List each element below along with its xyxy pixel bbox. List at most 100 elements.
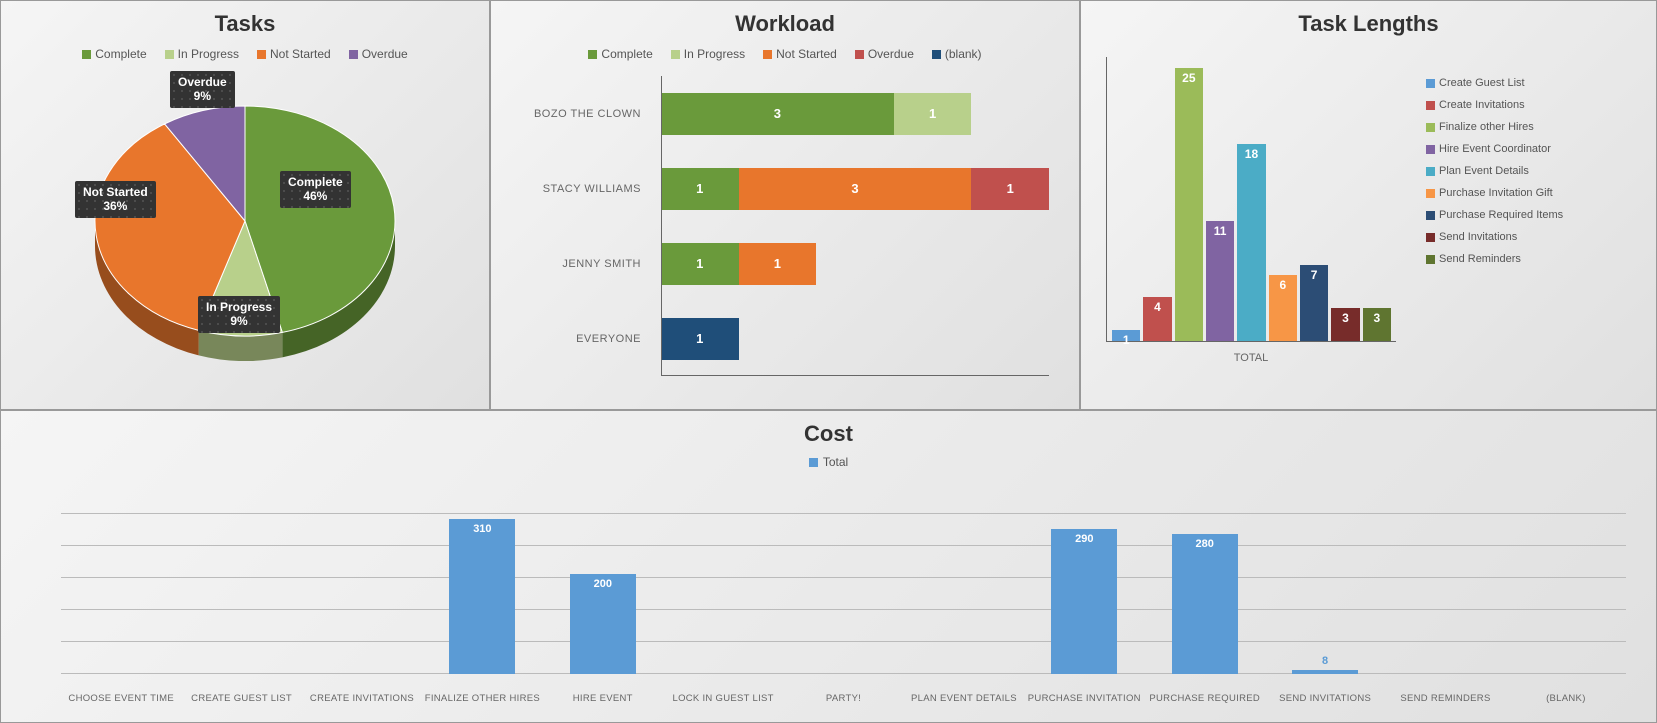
legend-label: Create Invitations <box>1439 99 1525 111</box>
legend-label: Complete <box>95 47 146 61</box>
legend-swatch <box>82 50 91 59</box>
cost-column <box>61 514 181 674</box>
cost-bar: 310 <box>449 519 515 674</box>
legend-label: Complete <box>601 47 652 61</box>
task-length-bar: 3 <box>1363 308 1391 341</box>
cost-value: 290 <box>1051 533 1117 545</box>
legend-item: Overdue <box>855 47 914 61</box>
cost-legend: Total <box>1 455 1656 469</box>
task-length-value: 1 <box>1112 333 1140 347</box>
task-length-bar: 7 <box>1300 265 1328 341</box>
panel-cost: Cost Total 310 200 290 280 8 CHOOSE EVENT TI… <box>0 410 1657 723</box>
legend-item: Overdue <box>349 47 408 61</box>
legend-item: Not Started <box>763 47 837 61</box>
workload-segment: 1 <box>661 168 739 210</box>
legend-label: Purchase Required Items <box>1439 209 1563 221</box>
pie-slice-label: In Progress9% <box>198 296 280 333</box>
legend-label: Overdue <box>868 47 914 61</box>
cost-bar: 280 <box>1172 534 1238 674</box>
task-length-value: 6 <box>1269 278 1297 292</box>
cost-xlabel: FINALIZE OTHER HIRES <box>422 693 542 704</box>
cost-xlabel: SEND INVITATIONS <box>1265 693 1385 704</box>
cost-body: 310 200 290 280 8 CHOOSE EVENT TIMECREATE GU… <box>61 474 1626 704</box>
task-length-bar: 11 <box>1206 221 1234 341</box>
cost-bar: 200 <box>570 574 636 674</box>
task-length-bar: 18 <box>1237 144 1265 341</box>
legend-label: Hire Event Coordinator <box>1439 143 1551 155</box>
tasks-pie: Complete46%In Progress9%Not Started36%Ov… <box>80 71 410 371</box>
cost-title: Cost <box>1 411 1656 447</box>
workload-row-label: JENNY SMITH <box>521 258 651 270</box>
task-lengths-xlabel: TOTAL <box>1096 352 1406 364</box>
legend-item: Send Invitations <box>1426 231 1641 243</box>
cost-xlabel: PURCHASE INVITATION <box>1024 693 1144 704</box>
cost-bar: 290 <box>1051 529 1117 674</box>
cost-xlabel: SEND REMINDERS <box>1385 693 1505 704</box>
task-length-value: 11 <box>1206 224 1234 238</box>
legend-swatch <box>165 50 174 59</box>
task-length-value: 3 <box>1331 311 1359 325</box>
cost-value: 200 <box>570 578 636 590</box>
legend-swatch <box>1426 101 1435 110</box>
tasks-legend: Complete In Progress Not Started Overdue <box>1 47 489 61</box>
cost-xlabels: CHOOSE EVENT TIMECREATE GUEST LISTCREATE… <box>61 693 1626 704</box>
legend-swatch <box>1426 123 1435 132</box>
workload-row-label: EVERYONE <box>521 333 651 345</box>
workload-row: STACY WILLIAMS131 <box>521 151 1049 226</box>
legend-label: Send Invitations <box>1439 231 1517 243</box>
cost-column <box>181 514 301 674</box>
task-length-value: 4 <box>1143 300 1171 314</box>
cost-xlabel: CHOOSE EVENT TIME <box>61 693 181 704</box>
panel-workload: Workload CompleteIn ProgressNot StartedO… <box>490 0 1080 410</box>
cost-column <box>783 514 903 674</box>
workload-row: EVERYONE1 <box>521 301 1049 376</box>
legend-label: Finalize other Hires <box>1439 121 1534 133</box>
pie-slice-label: Not Started36% <box>75 181 156 218</box>
cost-column <box>663 514 783 674</box>
legend-label: Not Started <box>776 47 837 61</box>
cost-value: 8 <box>1292 655 1358 667</box>
legend-swatch <box>349 50 358 59</box>
legend-swatch <box>1426 145 1435 154</box>
cost-column: 290 <box>1024 514 1144 674</box>
legend-swatch <box>1426 233 1435 242</box>
workload-row: BOZO THE CLOWN 31 <box>521 76 1049 151</box>
task-length-bar: 4 <box>1143 297 1171 341</box>
task-lengths-chart: 142511186733 TOTAL <box>1096 47 1406 372</box>
cost-column: 280 <box>1145 514 1265 674</box>
cost-column <box>1385 514 1505 674</box>
workload-segment: 1 <box>739 243 817 285</box>
task-length-value: 25 <box>1175 71 1203 85</box>
legend-item: In Progress <box>671 47 745 61</box>
workload-row-bars: 11 <box>661 243 1049 285</box>
cost-column: 200 <box>543 514 663 674</box>
task-lengths-title: Task Lengths <box>1081 1 1656 37</box>
tasks-title: Tasks <box>1 1 489 37</box>
cost-xlabel: (BLANK) <box>1506 693 1626 704</box>
task-length-bar: 1 <box>1112 330 1140 341</box>
legend-swatch <box>257 50 266 59</box>
legend-item: Finalize other Hires <box>1426 121 1641 133</box>
legend-label: In Progress <box>178 47 239 61</box>
cost-xlabel: LOCK IN GUEST LIST <box>663 693 783 704</box>
cost-legend-swatch <box>809 458 818 467</box>
task-length-bar: 6 <box>1269 275 1297 341</box>
workload-body: BOZO THE CLOWN 31 STACY WILLIAMS131 JENNY S… <box>521 76 1049 376</box>
workload-row-label: BOZO THE CLOWN <box>521 108 651 120</box>
legend-label: In Progress <box>684 47 745 61</box>
task-lengths-legend: Create Guest List Create Invitations Final… <box>1406 47 1641 372</box>
workload-segment: 1 <box>661 243 739 285</box>
workload-row-bars: 31 <box>661 93 1049 135</box>
task-lengths-body: 142511186733 TOTAL Create Guest ListCrea… <box>1096 47 1641 372</box>
cost-xlabel: CREATE INVITATIONS <box>302 693 422 704</box>
cost-legend-label: Total <box>823 455 848 469</box>
cost-value: 280 <box>1172 538 1238 550</box>
legend-item: Plan Event Details <box>1426 165 1641 177</box>
legend-label: Not Started <box>270 47 331 61</box>
cost-xlabel: CREATE GUEST LIST <box>181 693 301 704</box>
cost-value: 310 <box>449 523 515 535</box>
legend-label: Create Guest List <box>1439 77 1525 89</box>
workload-legend: CompleteIn ProgressNot StartedOverdue(bl… <box>491 47 1079 61</box>
legend-label: Overdue <box>362 47 408 61</box>
legend-label: Send Reminders <box>1439 253 1521 265</box>
